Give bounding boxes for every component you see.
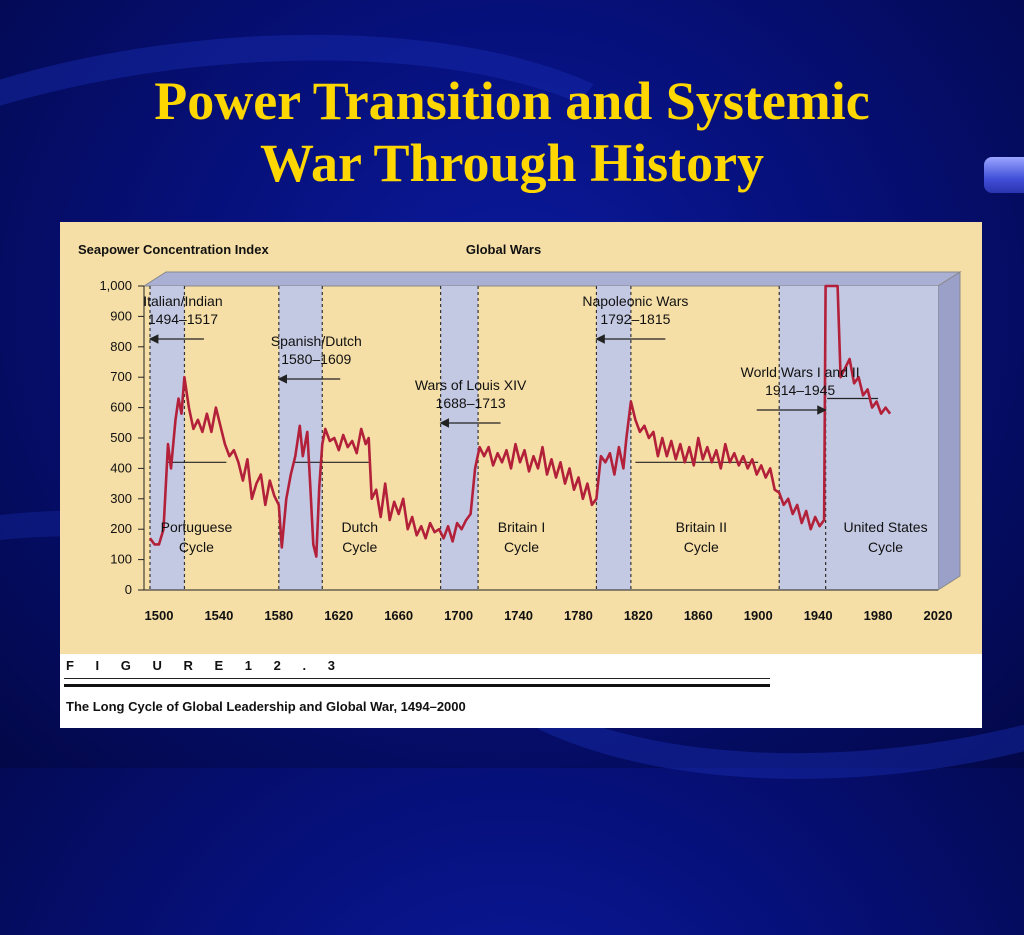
seapower-chart: Seapower Concentration Index Global Wars 0…	[60, 222, 982, 654]
figure-label: F I G U R E 1 2 . 3	[66, 658, 344, 673]
global-wars-label: Global Wars	[466, 242, 541, 257]
cycle-label: Portuguese	[161, 519, 233, 535]
y-tick-label: 700	[110, 369, 132, 384]
war-label: World Wars I and II	[741, 364, 860, 380]
war-band	[825, 286, 938, 590]
x-tick-label: 1660	[384, 608, 413, 623]
cycle-label: Dutch	[341, 519, 378, 535]
war-label: Italian/Indian	[143, 293, 222, 309]
cycle-label-sub: Cycle	[868, 539, 903, 555]
war-years-label: 1914–1945	[765, 382, 835, 398]
war-years-label: 1494–1517	[148, 311, 218, 327]
y-tick-label: 200	[110, 521, 132, 536]
war-label: Spanish/Dutch	[271, 333, 362, 349]
y-tick-label: 600	[110, 400, 132, 415]
cycle-label: Britain II	[676, 519, 727, 535]
y-tick-label: 500	[110, 430, 132, 445]
x-tick-label: 1540	[204, 608, 233, 623]
y-tick-label: 300	[110, 491, 132, 506]
x-tick-label: 1580	[264, 608, 293, 623]
slide-title: Power Transition and Systemic War Throug…	[0, 70, 1024, 194]
x-tick-label: 1780	[564, 608, 593, 623]
war-band	[779, 286, 826, 590]
cycle-label: United States	[844, 519, 928, 535]
war-years-label: 1580–1609	[281, 351, 351, 367]
x-tick-label: 1860	[684, 608, 713, 623]
x-tick-label: 1900	[744, 608, 773, 623]
cycle-label-sub: Cycle	[179, 539, 214, 555]
figure-rule	[64, 684, 770, 687]
x-tick-label: 1940	[804, 608, 833, 623]
y-tick-label: 100	[110, 552, 132, 567]
war-label: Wars of Louis XIV	[415, 377, 527, 393]
war-label: Napoleonic Wars	[582, 293, 688, 309]
x-tick-label: 1980	[864, 608, 893, 623]
cycle-label: Britain I	[498, 519, 545, 535]
slide-title-line-1: Power Transition and Systemic	[154, 71, 870, 131]
cycle-label-sub: Cycle	[342, 539, 377, 555]
y-tick-label: 900	[110, 308, 132, 323]
figure-rule-thin	[64, 678, 770, 679]
y-tick-label: 800	[110, 339, 132, 354]
figure-panel: Seapower Concentration Index Global Wars 0…	[60, 222, 982, 728]
slide-title-line-2: War Through History	[259, 133, 765, 193]
chart-3d-top	[142, 271, 962, 287]
x-tick-label: 1820	[624, 608, 653, 623]
cycle-label-sub: Cycle	[684, 539, 719, 555]
x-tick-label: 1740	[504, 608, 533, 623]
y-tick-label: 400	[110, 460, 132, 475]
slide-tab-marker	[984, 157, 1024, 193]
war-years-label: 1792–1815	[600, 311, 670, 327]
figure-caption: The Long Cycle of Global Leadership and …	[66, 699, 466, 714]
y-tick-label: 1,000	[99, 278, 132, 293]
x-tick-label: 1700	[444, 608, 473, 623]
seapower-line	[148, 284, 892, 558]
chart-3d-side	[937, 271, 961, 591]
x-tick-label: 1500	[145, 608, 174, 623]
war-years-label: 1688–1713	[436, 395, 506, 411]
y-axis-label: Seapower Concentration Index	[78, 242, 269, 257]
x-tick-label: 1620	[324, 608, 353, 623]
war-band	[440, 286, 479, 590]
y-tick-label: 0	[125, 582, 132, 597]
x-tick-label: 2020	[924, 608, 953, 623]
cycle-label-sub: Cycle	[504, 539, 539, 555]
